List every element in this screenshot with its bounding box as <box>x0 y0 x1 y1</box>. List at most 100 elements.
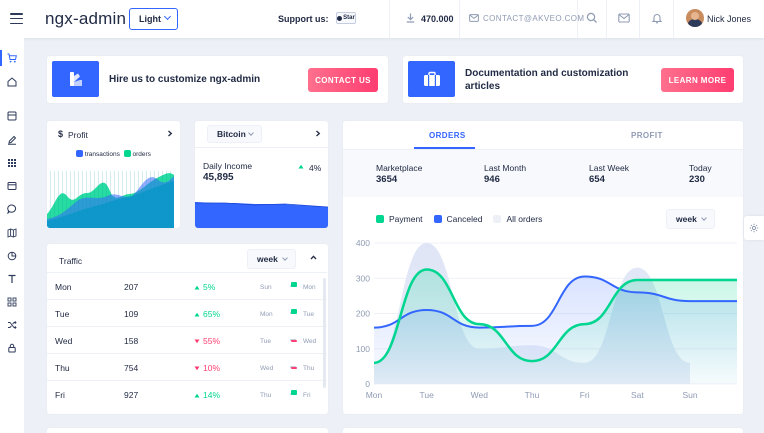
learn-more-button[interactable]: LEARN MORE <box>661 68 734 92</box>
bell-icon[interactable] <box>651 12 663 24</box>
grid-icon[interactable] <box>7 158 17 168</box>
theme-select[interactable]: Light <box>129 8 178 30</box>
y-tick-label: 200 <box>356 309 370 319</box>
card-partial <box>343 428 743 433</box>
profit-mini-chart <box>47 171 174 228</box>
shopping-cart-icon[interactable] <box>7 53 17 63</box>
layout-icon[interactable] <box>7 111 17 121</box>
gear-icon <box>749 223 759 233</box>
scrollbar[interactable] <box>323 278 326 388</box>
traffic-cur-bar <box>291 390 297 395</box>
traffic-period-value: week <box>257 254 278 264</box>
traffic-delta-value: 14% <box>203 390 221 400</box>
chevron-up-icon[interactable] <box>310 255 317 260</box>
avatar[interactable] <box>686 9 704 27</box>
card-partial <box>47 428 328 433</box>
y-tick-label: 100 <box>356 344 370 354</box>
legend-swatch-orders <box>123 150 131 157</box>
y-tick-label: 0 <box>365 379 370 389</box>
stat-last-week-value: 654 <box>589 174 605 185</box>
chevron-down-icon <box>282 255 288 261</box>
x-tick-label: Sat <box>631 390 644 400</box>
traffic-value: 109 <box>124 309 139 319</box>
apps-icon[interactable] <box>7 297 17 307</box>
chevron-right-icon[interactable] <box>167 130 173 137</box>
active-tab-indicator <box>414 147 475 149</box>
currency-select[interactable]: Bitcoin <box>207 125 262 143</box>
mail-icon[interactable] <box>618 12 630 24</box>
tab-profit[interactable]: PROFIT <box>631 131 663 140</box>
stat-last-week-label: Last Week <box>589 163 630 173</box>
header-divider <box>673 0 674 38</box>
support-label: Support us: <box>278 14 329 24</box>
shuffle-icon[interactable] <box>7 320 17 330</box>
traffic-prev-day: Wed <box>260 365 274 372</box>
documentation-card: Documentation and customization articles… <box>403 56 743 103</box>
map-icon[interactable] <box>7 228 17 238</box>
search-icon[interactable] <box>586 12 598 24</box>
text-icon[interactable] <box>7 274 17 284</box>
legend-swatch-payment <box>376 215 384 223</box>
currency-select-value: Bitcoin <box>217 129 246 139</box>
github-icon <box>337 15 343 21</box>
legend-swatch-transactions <box>76 150 83 157</box>
header-divider <box>459 0 460 38</box>
arrow-up-icon <box>194 285 200 289</box>
stat-marketplace-label: Marketplace <box>376 163 423 173</box>
y-tick-label: 300 <box>356 273 370 283</box>
pie-chart-icon[interactable] <box>7 251 17 261</box>
traffic-delta-value: 10% <box>203 363 221 373</box>
design-icon <box>69 72 82 86</box>
orders-period-select[interactable]: week <box>666 209 715 229</box>
stat-today-label: Today <box>689 163 712 173</box>
tab-orders[interactable]: ORDERS <box>429 131 466 140</box>
arrow-up-icon <box>194 312 200 316</box>
menu-toggle-icon[interactable] <box>10 13 23 24</box>
traffic-row: Fri 927 14% Thu Fri <box>47 380 327 407</box>
orders-chart: 0 100 200 300 400 Mon Tue Wed Thu Fri Sat Sun <box>356 238 737 400</box>
traffic-delta: 55% <box>194 336 220 346</box>
orders-legend: Payment Canceled All orders <box>376 214 542 224</box>
browser-icon[interactable] <box>7 181 17 191</box>
series-line-canceled <box>373 275 737 329</box>
github-star-button[interactable]: Star <box>336 12 356 24</box>
arrow-up-icon <box>298 164 304 169</box>
traffic-value: 927 <box>124 390 139 400</box>
app-logo[interactable]: ngx-admin <box>45 9 127 28</box>
chevron-right-icon[interactable] <box>315 130 321 137</box>
traffic-day: Wed <box>55 336 73 346</box>
traffic-period-select[interactable]: week <box>247 249 296 269</box>
arrow-up-icon <box>194 393 200 397</box>
promo-icon-box <box>52 61 99 97</box>
arrow-down-icon <box>194 366 200 370</box>
edit-icon[interactable] <box>7 135 17 145</box>
lock-icon[interactable] <box>7 343 17 353</box>
profit-card-title: Profit <box>68 130 88 140</box>
sidebar <box>0 38 24 433</box>
traffic-delta-value: 55% <box>203 336 221 346</box>
orders-period-value: week <box>676 214 697 224</box>
user-name[interactable]: Nick Jones <box>707 14 752 24</box>
traffic-prev-day: Mon <box>260 311 273 318</box>
settings-toggle[interactable] <box>744 216 764 240</box>
header-divider <box>577 0 578 38</box>
header-divider <box>639 0 640 38</box>
traffic-delta: 10% <box>194 363 220 373</box>
chevron-down-icon <box>248 130 254 136</box>
x-tick-label: Mon <box>366 390 383 400</box>
header: ngx-admin Light Support us: Star 470.000… <box>0 0 764 38</box>
traffic-delta-value: 5% <box>203 282 216 292</box>
arrow-down-icon <box>194 339 200 343</box>
contact-email-link[interactable]: CONTACT@AKVEO.COM <box>483 14 585 23</box>
stat-marketplace-value: 3654 <box>376 174 398 185</box>
hire-us-card: Hire us to customize ngx-admin CONTACT U… <box>47 56 388 103</box>
legend-label-all-orders: All orders <box>506 214 543 224</box>
traffic-card: Traffic week Mon 207 5% Sun Mon Tue 109 65% Mon T… <box>47 244 328 414</box>
message-icon[interactable] <box>7 204 17 214</box>
contact-us-button[interactable]: CONTACT US <box>308 68 378 92</box>
traffic-cur-day: Thu <box>303 365 315 372</box>
traffic-row: Thu 754 10% Wed Thu <box>47 353 327 380</box>
traffic-delta: 14% <box>194 390 220 400</box>
home-icon[interactable] <box>7 77 17 87</box>
legend-swatch-canceled <box>433 215 442 223</box>
